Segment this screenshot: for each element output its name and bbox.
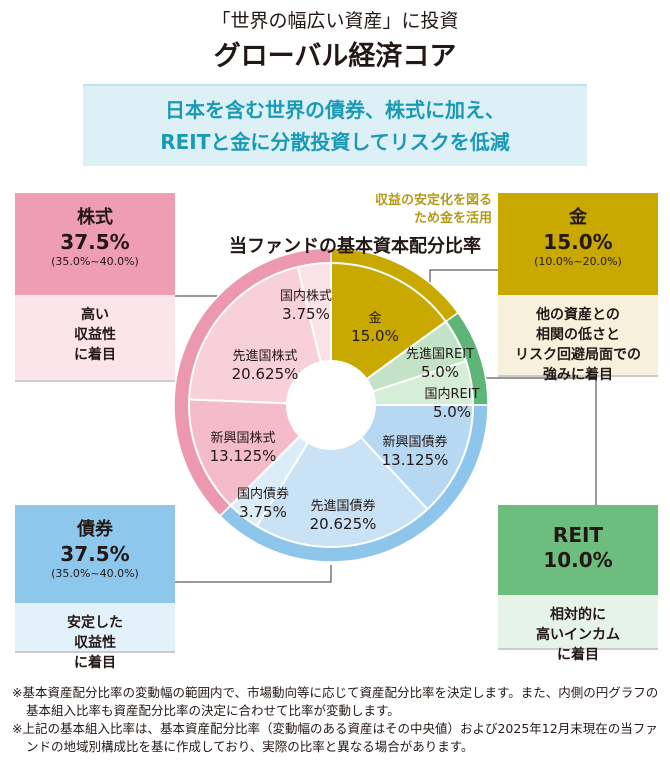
- inner-slice: [330, 261, 448, 381]
- banner: 日本を含む世界の債券、株式に加え、 REITと金に分散投資してリスクを低減: [83, 84, 587, 166]
- slice-name-label: 新興国株式: [210, 430, 275, 446]
- bonds-pct: 37.5%: [60, 542, 130, 566]
- stocks-desc: に着目: [74, 347, 116, 363]
- gold-desc: 相関の低さと: [536, 327, 620, 343]
- stocks-box: 株式 37.5% (35.0%~40.0%) 高い収益性に着目: [15, 193, 175, 382]
- stocks-pct: 37.5%: [60, 230, 130, 254]
- bonds-range: (35.0%~40.0%): [51, 567, 139, 580]
- gold-desc: 強みに着目: [543, 367, 613, 383]
- inner-slice: [296, 261, 332, 364]
- slice-value-label: 3.75%: [239, 503, 287, 521]
- inner-slice: [359, 404, 475, 511]
- slice-name-label: 国内REIT: [424, 386, 479, 402]
- leader-line: [470, 377, 597, 505]
- stocks-desc: 収益性: [74, 327, 116, 343]
- footnote: ※上記の基本組入比率は、基本資産配分比率（変動幅のある資産はその中央値）および2…: [12, 721, 658, 754]
- gold-desc: リスク回避局面での: [515, 347, 641, 363]
- leader-line: [175, 565, 332, 583]
- slice-name-label: 金: [368, 310, 381, 326]
- stocks-desc: 高い: [81, 307, 109, 323]
- reit-desc: 相対的に: [550, 607, 606, 623]
- slice-value-label: 13.125%: [382, 451, 449, 469]
- page-title: グローバル経済コア: [213, 41, 457, 72]
- slice-value-label: 13.125%: [210, 447, 277, 465]
- bonds-desc: 安定した: [67, 615, 123, 631]
- footnotes: ※基本資産配分比率の変動幅の範囲内で、市場動向等に応じて資産配分比率を決定します…: [12, 684, 667, 756]
- slice-name-label: 先進国REIT: [406, 347, 474, 362]
- gold-name: 金: [569, 207, 587, 228]
- inner-slice: [188, 398, 302, 507]
- gold-pct: 15.0%: [543, 230, 613, 254]
- inner-slice: [188, 265, 322, 405]
- reit-pct: 10.0%: [543, 548, 613, 572]
- gold-box: 金 15.0% (10.0%~20.0%) 他の資産との 相関の低さとリスク回避局面で…: [498, 193, 658, 383]
- footnote: ※基本資産配分比率の変動幅の範囲内で、市場動向等に応じて資産配分比率を決定します…: [12, 685, 659, 718]
- gold-note-line: 収益の安定化を図る: [374, 193, 492, 208]
- slice-name-label: 新興国債券: [382, 434, 447, 450]
- gold-desc: 他の資産との: [536, 307, 620, 323]
- bonds-desc: 収益性: [74, 635, 116, 651]
- slice-value-label: 3.75%: [282, 305, 330, 323]
- inner-slice: [255, 435, 429, 548]
- reit-desc: 高いインカム: [536, 627, 620, 643]
- banner-line: 日本を含む世界の債券、株式に加え、: [165, 98, 505, 122]
- gold-range: (10.0%~20.0%): [534, 255, 622, 268]
- slice-name-label: 国内債券: [237, 486, 289, 502]
- gold-note: 収益の安定化を図る ため金を活用: [362, 192, 492, 228]
- slice-name-label: 先進国株式: [232, 349, 297, 364]
- banner-line: REITと金に分散投資してリスクを低減: [160, 130, 510, 154]
- reit-box: REIT 10.0% 相対的に高いインカム に着目: [498, 505, 658, 663]
- gold-note-line: ため金を活用: [413, 211, 492, 226]
- reit-desc: に着目: [557, 647, 599, 663]
- slice-value-label: 15.0%: [351, 327, 399, 345]
- chart-title: 当ファンドの基本資本配分比率: [229, 236, 481, 257]
- bonds-name: 債券: [77, 519, 113, 540]
- slice-value-label: 5.0%: [421, 363, 459, 381]
- slice-value-label: 20.625%: [232, 365, 299, 383]
- bonds-desc: に着目: [74, 655, 116, 671]
- slice-value-label: 20.625%: [310, 515, 377, 533]
- bonds-box: 債券 37.5% (35.0%~40.0%) 安定した収益性に着目: [15, 505, 175, 671]
- subtitle: 「世界の幅広い資産」に投資: [211, 10, 459, 32]
- slice-value-label: 5.0%: [433, 403, 471, 421]
- slice-name-label: 国内株式: [280, 288, 332, 304]
- reit-name: REIT: [552, 523, 604, 547]
- stocks-name: 株式: [77, 207, 113, 228]
- stocks-range: (35.0%~40.0%): [51, 255, 139, 268]
- slice-name-label: 先進国債券: [310, 498, 375, 514]
